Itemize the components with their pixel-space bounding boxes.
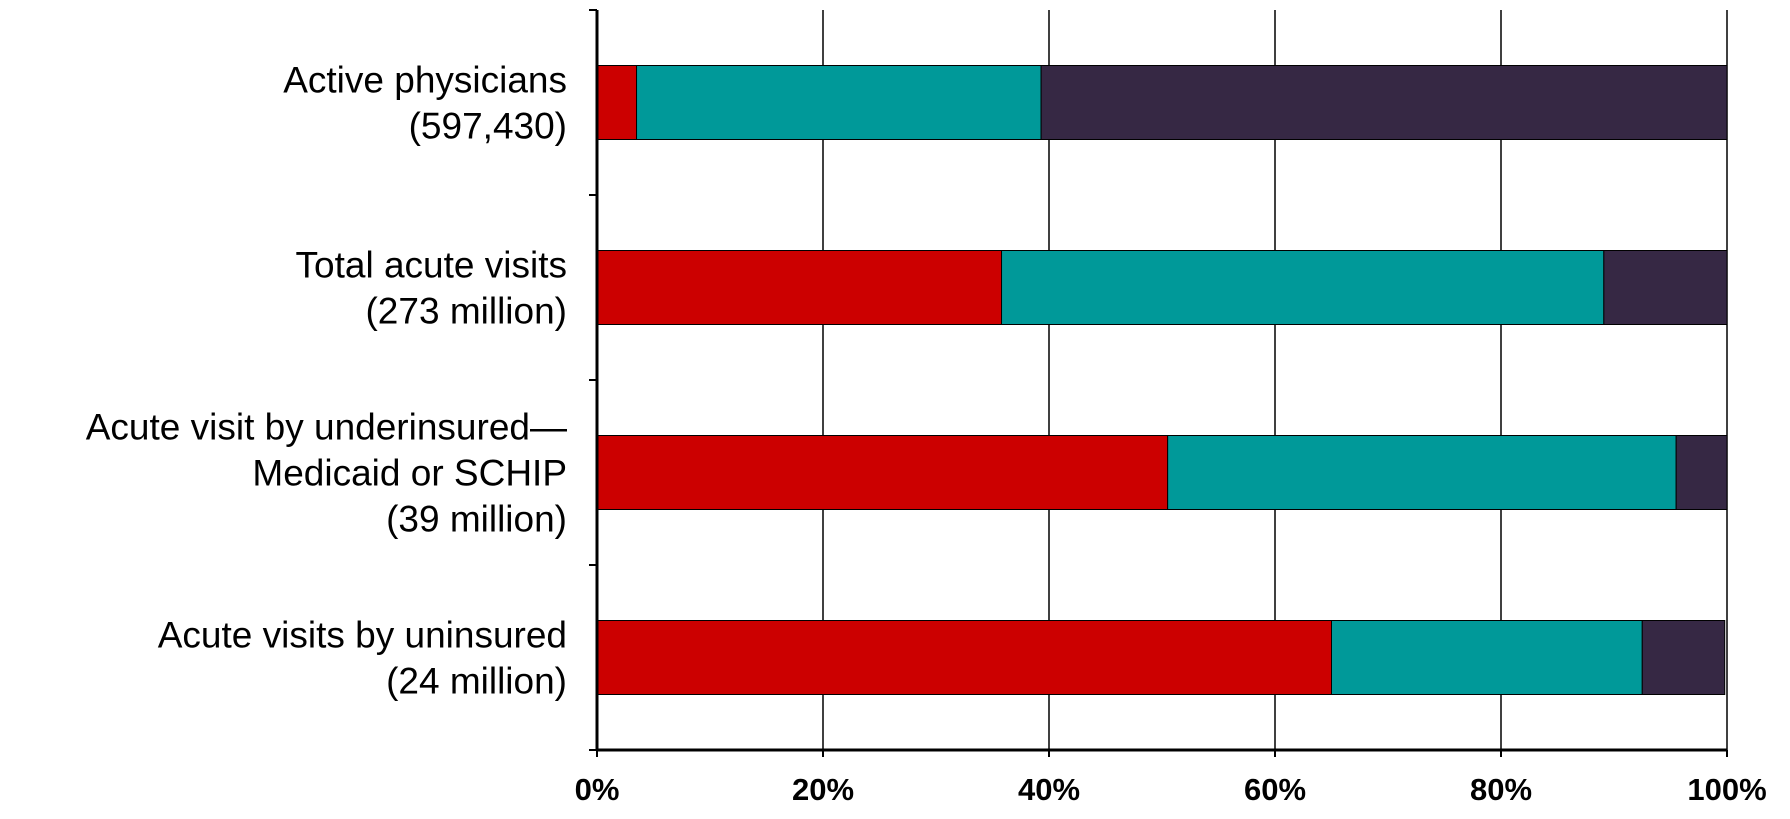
category-label-line: Acute visits by uninsured [158, 615, 567, 656]
bar-segment [1167, 435, 1677, 510]
axes [589, 9, 1728, 757]
x-tick-label: 100% [1687, 772, 1766, 807]
category-label: Acute visit by underinsured— Medicaid or … [86, 407, 567, 540]
bar-segment [596, 65, 638, 140]
category-labels: Active physicians (597,430) Total acute vi… [86, 60, 567, 702]
category-label: Active physicians (597,430) [283, 60, 567, 147]
category-label-line: Total acute visits [296, 245, 567, 286]
x-tick-labels: 0% 20% 40% 60% 80% 100% [575, 772, 1767, 807]
category-label: Total acute visits (273 million) [296, 245, 567, 332]
category-label-line: (597,430) [409, 106, 567, 147]
category-label-line: Medicaid or SCHIP [252, 453, 567, 494]
x-tick-label: 60% [1244, 772, 1306, 807]
bar-segment [596, 250, 1003, 325]
bar-segment [1603, 250, 1728, 325]
category-label-line: (273 million) [365, 291, 567, 332]
category-label-line: (24 million) [386, 661, 567, 702]
bar-segment [1675, 435, 1728, 510]
x-tick-label: 40% [1018, 772, 1080, 807]
category-label-line: Acute visit by underinsured— [86, 407, 567, 448]
category-label: Acute visits by uninsured (24 million) [158, 615, 567, 702]
bar-segment [1001, 250, 1605, 325]
x-tick-label: 0% [575, 772, 620, 807]
category-label-line: (39 million) [386, 499, 567, 540]
bar-segment [1040, 65, 1728, 140]
bar-segment [1641, 620, 1726, 695]
category-label-line: Active physicians [283, 60, 567, 101]
bar-segment [596, 435, 1169, 510]
x-tick-label: 20% [792, 772, 854, 807]
bar-segment [596, 620, 1332, 695]
bar-segment [1331, 620, 1643, 695]
bars [596, 65, 1728, 695]
bar-segment [636, 65, 1042, 140]
x-tick-label: 80% [1470, 772, 1532, 807]
